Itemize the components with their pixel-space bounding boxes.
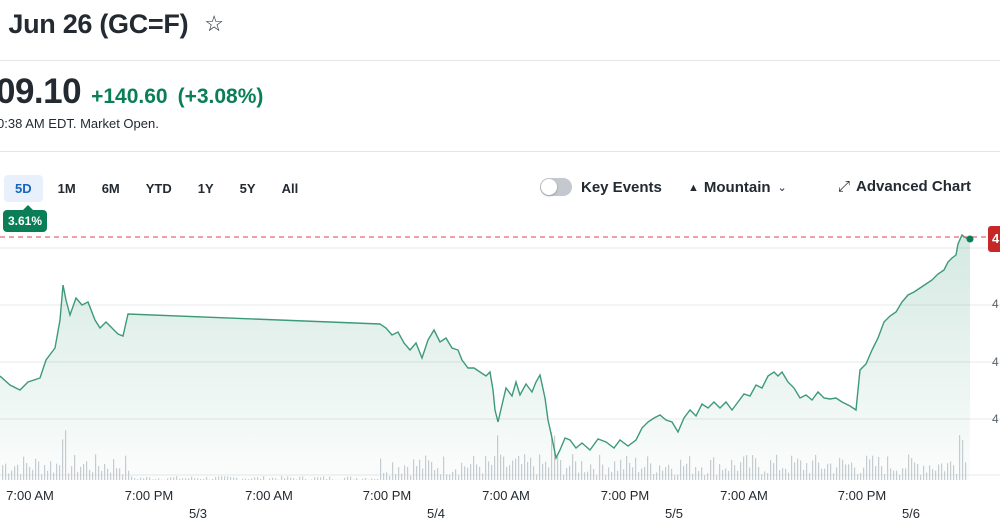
page-title: l Jun 26 (GC=F)	[0, 8, 189, 39]
day-label: 5/3	[189, 506, 207, 521]
x-tick-label: 7:00 PM	[601, 488, 649, 503]
star-icon[interactable]: ☆	[204, 11, 225, 36]
title-row: l Jun 26 (GC=F) ☆	[0, 2, 224, 46]
divider	[0, 151, 1000, 152]
current-price-flag: 4	[988, 226, 1000, 252]
range-5d[interactable]: 5D	[4, 175, 43, 202]
y-tick-label: 4	[992, 412, 999, 426]
range-selector: 5D 1M 6M YTD 1Y 5Y All	[4, 175, 313, 202]
range-ytd[interactable]: YTD	[145, 181, 172, 196]
mountain-icon: ▲	[688, 181, 699, 194]
price-area	[0, 235, 970, 480]
price-line	[0, 233, 971, 461]
range-1m[interactable]: 1M	[57, 181, 76, 196]
x-tick-label: 7:00 PM	[363, 488, 411, 503]
key-events-toggle[interactable]: Key Events	[540, 178, 662, 196]
price-change: +140.60	[91, 85, 168, 108]
x-tick-label: 7:00 PM	[838, 488, 886, 503]
price-change-percent: (+3.08%)	[177, 85, 264, 108]
x-tick-label: 7:00 AM	[6, 488, 54, 503]
current-price-dot	[966, 235, 974, 243]
key-events-label: Key Events	[581, 178, 662, 196]
y-axis: 4 4 4	[992, 297, 999, 426]
current-price: 09.10	[0, 72, 82, 111]
range-5y[interactable]: 5Y	[239, 181, 256, 196]
expand-icon: ⤢	[838, 178, 851, 195]
price-row: 09.10 +140.60 (+3.08%)	[0, 72, 263, 114]
x-tick-label: 7:00 AM	[720, 488, 768, 503]
range-all[interactable]: All	[281, 181, 299, 196]
chart-type-dropdown[interactable]: ▲ Mountain ⌄	[688, 179, 787, 196]
market-time-note: 0:38 AM EDT. Market Open.	[0, 116, 159, 131]
x-tick-label: 7:00 PM	[125, 488, 173, 503]
range-1y[interactable]: 1Y	[197, 181, 214, 196]
advanced-chart-button[interactable]: ⤢ Advanced Chart	[838, 178, 971, 195]
range-6m[interactable]: 6M	[101, 181, 120, 196]
divider	[0, 60, 1000, 61]
x-axis: 7:00 AM 7:00 PM 7:00 AM 7:00 PM 7:00 AM …	[6, 488, 920, 521]
day-label: 5/5	[665, 506, 683, 521]
day-label: 5/6	[902, 506, 920, 521]
toggle-switch[interactable]	[540, 178, 572, 196]
range-change-badge: 3.61%	[3, 205, 48, 232]
day-label: 5/4	[427, 506, 445, 521]
x-tick-label: 7:00 AM	[245, 488, 293, 503]
price-chart[interactable]: 4 4 4 7:00 AM 7:00 PM 7:00 AM 7:00 PM 7:…	[0, 210, 1000, 525]
y-tick-label: 4	[992, 297, 999, 311]
y-tick-label: 4	[992, 355, 999, 369]
x-tick-label: 7:00 AM	[482, 488, 530, 503]
chevron-down-icon: ⌄	[777, 182, 787, 194]
advanced-chart-label: Advanced Chart	[856, 178, 972, 195]
chart-type-label: Mountain	[703, 179, 771, 196]
